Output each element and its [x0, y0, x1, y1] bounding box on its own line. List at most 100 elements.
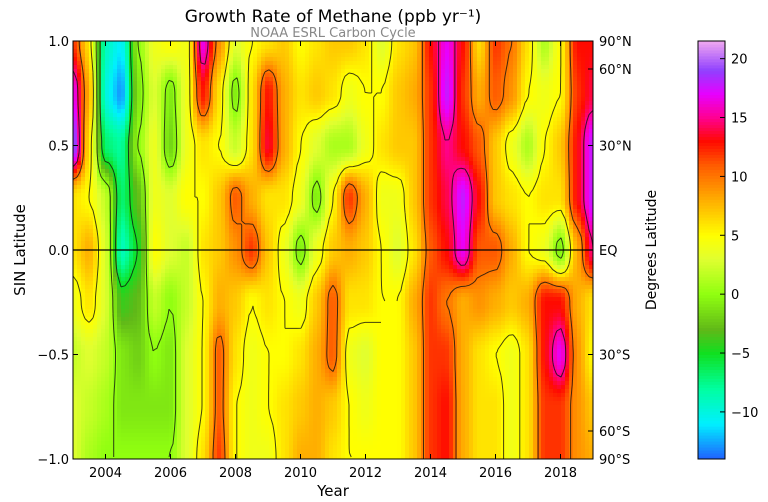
heatmap-cell — [245, 157, 250, 162]
heatmap-cell — [445, 85, 450, 90]
heatmap-cell — [585, 49, 590, 54]
heatmap-cell — [537, 149, 542, 154]
heatmap-cell — [349, 117, 354, 122]
heatmap-cell — [209, 65, 214, 70]
heatmap-cell — [105, 85, 110, 90]
heatmap-cell — [357, 189, 362, 194]
heatmap-cell — [385, 149, 390, 154]
heatmap-cell — [301, 173, 306, 178]
heatmap-cell — [85, 93, 90, 98]
heatmap-cell — [265, 109, 270, 114]
heatmap-cell — [501, 177, 506, 182]
heatmap-cell — [573, 165, 578, 170]
heatmap-cell — [313, 165, 318, 170]
heatmap-cell — [189, 49, 194, 54]
heatmap-cell — [417, 161, 422, 166]
heatmap-cell — [273, 117, 278, 122]
heatmap-cell — [293, 73, 298, 78]
heatmap-cell — [133, 49, 138, 54]
heatmap-cell — [113, 45, 118, 50]
heatmap-cell — [565, 121, 570, 126]
heatmap-cell — [201, 113, 206, 118]
heatmap-cell — [233, 177, 238, 182]
heatmap-cell — [189, 193, 194, 198]
heatmap-cell — [341, 149, 346, 154]
heatmap-cell — [561, 145, 566, 150]
heatmap-cell — [77, 105, 82, 110]
heatmap-cell — [373, 169, 378, 174]
heatmap-cell — [381, 53, 386, 58]
heatmap-cell — [73, 57, 78, 62]
heatmap-cell — [313, 161, 318, 166]
heatmap-cell — [417, 105, 422, 110]
heatmap-cell — [277, 161, 282, 166]
heatmap-cell — [373, 77, 378, 82]
heatmap-cell — [497, 45, 502, 50]
heatmap-cell — [457, 73, 462, 78]
heatmap-cell — [473, 97, 478, 102]
heatmap-cell — [453, 177, 458, 182]
heatmap-cell — [97, 157, 102, 162]
heatmap-cell — [377, 177, 382, 182]
heatmap-cell — [505, 145, 510, 150]
heatmap-cell — [525, 89, 530, 94]
heatmap-cell — [281, 77, 286, 82]
heatmap-cell — [133, 161, 138, 166]
heatmap-cell — [373, 105, 378, 110]
heatmap-cell — [545, 73, 550, 78]
heatmap-cell — [437, 181, 442, 186]
heatmap-cell — [425, 157, 430, 162]
heatmap-cell — [369, 161, 374, 166]
heatmap-cell — [305, 49, 310, 54]
heatmap-cell — [461, 77, 466, 82]
heatmap-cell — [213, 89, 218, 94]
heatmap-cell — [357, 149, 362, 154]
heatmap-cell — [521, 185, 526, 190]
heatmap-cell — [213, 69, 218, 74]
heatmap-cell — [417, 149, 422, 154]
heatmap-cell — [429, 69, 434, 74]
heatmap-cell — [513, 61, 518, 66]
heatmap-cell — [441, 161, 446, 166]
heatmap-cell — [381, 133, 386, 138]
heatmap-cell — [465, 153, 470, 158]
heatmap-cell — [113, 53, 118, 58]
heatmap-cell — [397, 65, 402, 70]
heatmap-cell — [389, 93, 394, 98]
heatmap-cell — [185, 53, 190, 58]
heatmap-cell — [585, 65, 590, 70]
heatmap-cell — [185, 105, 190, 110]
chart-title: Growth Rate of Methane (ppb yr⁻¹) — [185, 7, 482, 27]
heatmap-cell — [133, 41, 138, 46]
heatmap-cell — [501, 73, 506, 78]
heatmap-cell — [225, 45, 230, 50]
heatmap-cell — [265, 161, 270, 166]
heatmap-cell — [329, 129, 334, 134]
heatmap-cell — [125, 53, 130, 58]
heatmap-cell — [229, 53, 234, 58]
heatmap-cell — [205, 189, 210, 194]
heatmap-cell — [137, 153, 142, 158]
heatmap-cell — [357, 101, 362, 106]
heatmap-cell — [561, 137, 566, 142]
heatmap-cell — [449, 61, 454, 66]
heatmap-cell — [161, 129, 166, 134]
heatmap-cell — [425, 77, 430, 82]
heatmap-cell — [121, 153, 126, 158]
heatmap-cell — [297, 109, 302, 114]
heatmap-cell — [197, 61, 202, 66]
heatmap-cell — [177, 177, 182, 182]
heatmap-cell — [445, 141, 450, 146]
heatmap-cell — [509, 61, 514, 66]
heatmap-cell — [569, 45, 574, 50]
heatmap-cell — [257, 137, 262, 142]
heatmap-cell — [161, 185, 166, 190]
heatmap-cell — [505, 73, 510, 78]
heatmap-cell — [201, 45, 206, 50]
heatmap-cell — [397, 145, 402, 150]
heatmap-cell — [257, 129, 262, 134]
heatmap-cell — [157, 141, 162, 146]
heatmap-cell — [181, 61, 186, 66]
heatmap-cell — [521, 81, 526, 86]
heatmap-cell — [297, 141, 302, 146]
